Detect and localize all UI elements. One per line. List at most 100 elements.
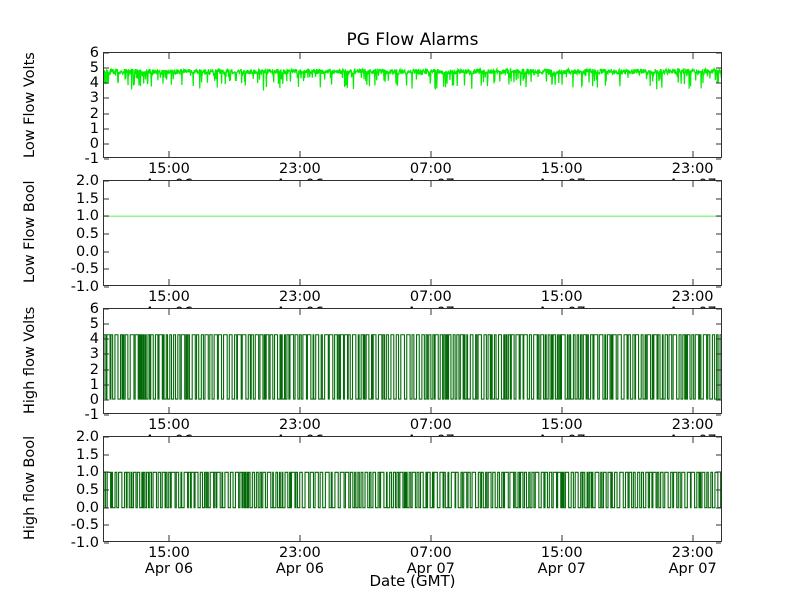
- x-tick-date: Apr 07: [668, 561, 717, 578]
- y-tick-mark: [104, 180, 109, 182]
- y-tick-label: 6: [89, 301, 99, 317]
- y-tick-mark: [716, 399, 721, 401]
- y-tick-mark: [104, 542, 109, 544]
- x-tick-mark: [168, 407, 170, 413]
- y-tick-label: -0.5: [70, 517, 99, 534]
- x-tick-time: 07:00: [409, 545, 452, 561]
- x-tick-mark: [299, 407, 301, 413]
- y-tick-mark: [104, 251, 109, 253]
- xlabel-date-gmt: Date (GMT): [369, 572, 456, 590]
- y-tick-label: -0.5: [70, 261, 99, 278]
- y-tick-mark: [716, 198, 721, 200]
- plot-area-high-flow-bool: [104, 437, 721, 541]
- x-tick-mark: [299, 309, 301, 315]
- y-tick-label: 2.0: [75, 173, 99, 189]
- y-tick-label: 0: [89, 391, 99, 408]
- x-tick-mark: [430, 53, 432, 59]
- x-tick-date: Apr 07: [406, 561, 455, 578]
- y-tick-mark: [716, 369, 721, 371]
- y-tick-mark: [716, 471, 721, 473]
- y-tick-mark: [104, 323, 109, 325]
- x-tick-mark: [168, 181, 170, 187]
- y-tick-mark: [104, 67, 109, 69]
- y-tick-mark: [716, 158, 721, 160]
- x-tick-time: 23:00: [671, 289, 714, 305]
- x-tick-time: 23:00: [279, 289, 321, 305]
- y-tick-mark: [104, 82, 109, 84]
- y-tick-label: 5: [89, 60, 99, 77]
- y-tick-mark: [716, 323, 721, 325]
- x-tick-mark: [299, 151, 301, 157]
- x-tick-mark: [299, 535, 301, 541]
- y-tick-mark: [104, 471, 109, 473]
- x-tick-mark: [692, 535, 694, 541]
- y-tick-label: 2: [89, 105, 99, 122]
- y-tick-mark: [716, 97, 721, 99]
- y-tick-mark: [104, 338, 109, 340]
- x-tick-time: 15:00: [540, 289, 583, 305]
- x-tick-time: 15:00: [540, 545, 583, 561]
- y-tick-mark: [716, 113, 721, 115]
- y-tick-mark: [716, 384, 721, 386]
- y-tick-mark: [716, 542, 721, 544]
- y-tick-mark: [716, 180, 721, 182]
- x-tick-mark: [692, 181, 694, 187]
- x-tick-time: 07:00: [409, 417, 452, 433]
- y-tick-label: 1.5: [75, 190, 99, 207]
- x-tick-mark: [430, 437, 432, 443]
- x-tick-time: 15:00: [148, 289, 190, 305]
- x-tick-mark: [561, 309, 563, 315]
- plot-area-high-flow-volts: [104, 309, 721, 413]
- x-tick-mark: [299, 53, 301, 59]
- y-tick-label: 2.0: [75, 429, 99, 445]
- y-tick-label: 5: [89, 316, 99, 333]
- x-tick-mark: [561, 279, 563, 285]
- y-tick-mark: [104, 268, 109, 270]
- y-tick-mark: [104, 436, 109, 438]
- chart-title: PG Flow Alarms: [346, 30, 479, 50]
- y-tick-label: -1: [84, 151, 99, 167]
- y-tick-mark: [104, 233, 109, 235]
- y-tick-mark: [104, 198, 109, 200]
- x-tick-mark: [299, 279, 301, 285]
- y-tick-mark: [104, 353, 109, 355]
- x-tick-mark: [430, 151, 432, 157]
- x-tick-time: 23:00: [279, 545, 321, 561]
- y-tick-label: 2: [89, 361, 99, 378]
- y-tick-mark: [716, 454, 721, 456]
- y-tick-mark: [716, 414, 721, 416]
- ylabel-low-flow-bool: Low Flow Bool: [22, 180, 38, 283]
- x-tick-mark: [692, 309, 694, 315]
- y-tick-mark: [104, 52, 109, 54]
- y-tick-mark: [716, 489, 721, 491]
- x-tick-mark: [561, 437, 563, 443]
- y-tick-mark: [716, 143, 721, 145]
- y-tick-label: 4: [89, 75, 99, 92]
- x-tick-mark: [430, 309, 432, 315]
- plot-area-low-flow-volts: [104, 53, 721, 157]
- y-tick-mark: [104, 215, 109, 217]
- ylabel-high-flow-volts: High flow Volts: [22, 306, 38, 414]
- data-trace: [104, 471, 721, 509]
- x-tick-mark: [561, 535, 563, 541]
- y-tick-mark: [716, 215, 721, 217]
- x-tick-mark: [561, 181, 563, 187]
- y-tick-mark: [104, 158, 109, 160]
- y-tick-label: -1: [84, 407, 99, 423]
- y-tick-label: 0.5: [75, 226, 99, 242]
- y-tick-mark: [104, 369, 109, 371]
- y-tick-mark: [716, 507, 721, 509]
- x-tick-time: 23:00: [671, 545, 714, 561]
- x-tick-time: 15:00: [148, 161, 190, 177]
- y-tick-mark: [716, 52, 721, 54]
- y-tick-mark: [104, 414, 109, 416]
- y-tick-label: 1: [89, 120, 99, 137]
- x-tick-mark: [168, 151, 170, 157]
